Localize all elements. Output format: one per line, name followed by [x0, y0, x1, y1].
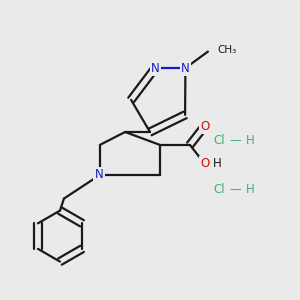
Text: H: H	[246, 183, 255, 196]
Text: CH₃: CH₃	[217, 45, 236, 55]
Text: N: N	[151, 61, 160, 75]
Text: H: H	[246, 134, 255, 147]
Text: Cl: Cl	[213, 183, 225, 196]
Text: Cl: Cl	[213, 134, 225, 147]
Text: —: —	[230, 134, 242, 147]
Text: O: O	[200, 157, 209, 170]
Text: H: H	[213, 157, 222, 170]
Text: —: —	[230, 183, 242, 196]
Text: O: O	[200, 119, 209, 133]
Text: N: N	[181, 61, 190, 75]
Text: N: N	[94, 168, 103, 182]
